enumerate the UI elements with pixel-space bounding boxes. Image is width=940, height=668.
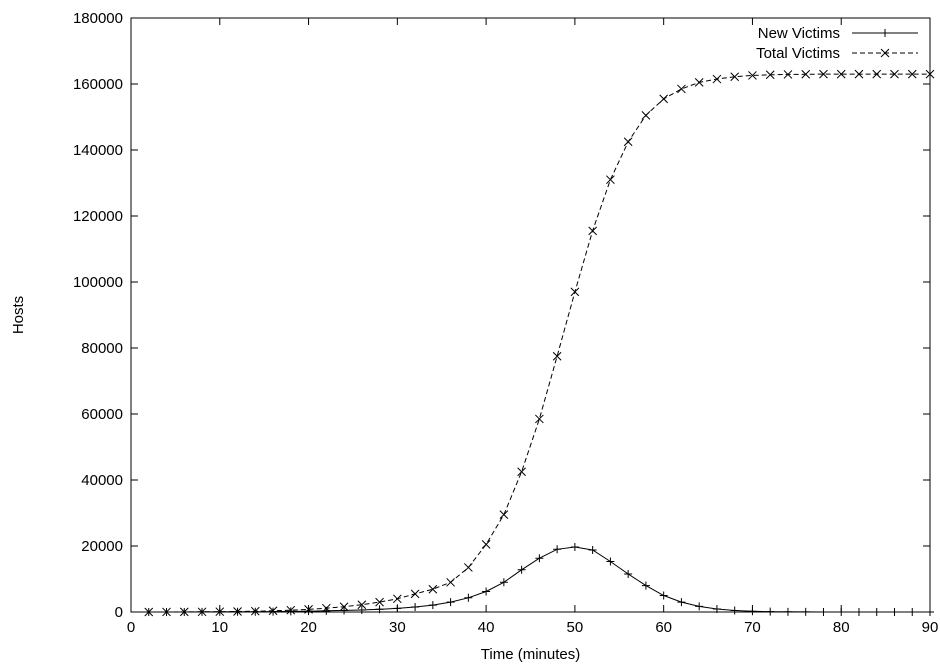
data-point	[907, 69, 917, 79]
data-point	[446, 598, 455, 607]
x-tick-label: 0	[127, 619, 135, 636]
data-point	[535, 554, 544, 563]
data-point	[233, 607, 242, 616]
data-point	[783, 70, 793, 79]
data-point	[286, 607, 295, 616]
data-point	[570, 287, 580, 297]
data-point	[286, 605, 296, 615]
x-tick-label: 40	[478, 619, 495, 636]
series-line	[148, 73, 930, 613]
data-point	[250, 606, 260, 616]
data-point	[659, 94, 669, 104]
series-new-victims	[144, 542, 934, 616]
data-point	[357, 605, 366, 614]
data-point	[730, 72, 740, 82]
legend-label: New Victims	[758, 25, 840, 42]
data-point	[428, 601, 437, 610]
data-point	[340, 606, 349, 615]
legend-marker	[881, 29, 889, 37]
legend: New Victims Total Victims	[756, 25, 918, 62]
axis-ticks: 0 10 20 30 40 50 60 70 80 90 0 20000 40000 60000 80000…	[73, 10, 938, 636]
data-point	[730, 606, 739, 615]
y-tick-label: 40000	[81, 472, 123, 489]
x-tick-label: 80	[833, 619, 850, 636]
data-point	[481, 539, 491, 549]
data-point	[694, 77, 704, 87]
y-tick-label: 100000	[73, 274, 123, 291]
y-tick-label: 160000	[73, 76, 123, 93]
data-point	[517, 565, 526, 574]
y-tick-label: 20000	[81, 538, 123, 555]
data-point	[482, 587, 491, 596]
data-point	[321, 603, 331, 613]
y-tick-label: 80000	[81, 340, 123, 357]
y-axis-label: Hosts	[10, 296, 27, 334]
data-point	[890, 69, 899, 79]
data-point	[304, 607, 313, 616]
x-tick-label: 50	[567, 619, 584, 636]
x-tick-label: 20	[300, 619, 317, 636]
data-point	[499, 578, 508, 587]
data-point	[677, 84, 686, 94]
data-point	[641, 581, 650, 590]
data-point	[712, 74, 722, 84]
data-point	[410, 589, 420, 599]
data-point	[748, 71, 757, 80]
x-tick-label: 30	[389, 619, 406, 636]
data-point	[268, 606, 278, 616]
data-point	[553, 545, 562, 554]
data-point	[606, 557, 615, 566]
data-point	[588, 545, 597, 554]
data-point	[854, 69, 864, 79]
y-tick-label: 140000	[73, 142, 123, 159]
data-point	[393, 604, 402, 613]
data-point	[411, 603, 420, 612]
data-point	[748, 607, 757, 616]
data-point	[535, 414, 544, 424]
x-tick-label: 90	[922, 619, 939, 636]
data-point	[392, 594, 402, 604]
data-point	[464, 563, 473, 572]
data-point	[836, 69, 846, 79]
data-point	[428, 584, 438, 594]
series-layer	[144, 69, 935, 617]
data-point	[677, 598, 686, 607]
data-point	[623, 137, 633, 147]
data-point	[872, 69, 882, 79]
data-point	[357, 600, 367, 610]
data-point	[499, 510, 509, 520]
data-point	[695, 602, 704, 611]
x-tick-label: 60	[655, 619, 672, 636]
data-point	[624, 570, 633, 579]
data-point	[588, 226, 597, 236]
data-point	[464, 593, 473, 602]
data-point	[819, 69, 828, 79]
y-tick-label: 120000	[73, 208, 123, 225]
data-point	[606, 175, 615, 185]
data-point	[659, 591, 668, 600]
data-point	[446, 577, 455, 587]
data-point	[801, 69, 811, 79]
data-point	[765, 70, 775, 80]
x-tick-label: 70	[744, 619, 761, 636]
data-point	[641, 110, 651, 120]
x-axis-label: Time (minutes)	[481, 646, 580, 663]
y-tick-label: 60000	[81, 406, 123, 423]
series-total-victims	[144, 69, 935, 617]
y-tick-label: 0	[115, 604, 123, 621]
data-point	[375, 597, 384, 607]
data-point	[517, 467, 526, 477]
plot-frame	[130, 17, 931, 613]
data-point	[570, 542, 579, 551]
legend-marker	[880, 48, 890, 58]
x-tick-label: 10	[211, 619, 228, 636]
legend-label: Total Victims	[756, 45, 840, 62]
y-tick-label: 180000	[73, 10, 123, 27]
data-point	[552, 351, 562, 361]
data-point	[339, 602, 349, 612]
